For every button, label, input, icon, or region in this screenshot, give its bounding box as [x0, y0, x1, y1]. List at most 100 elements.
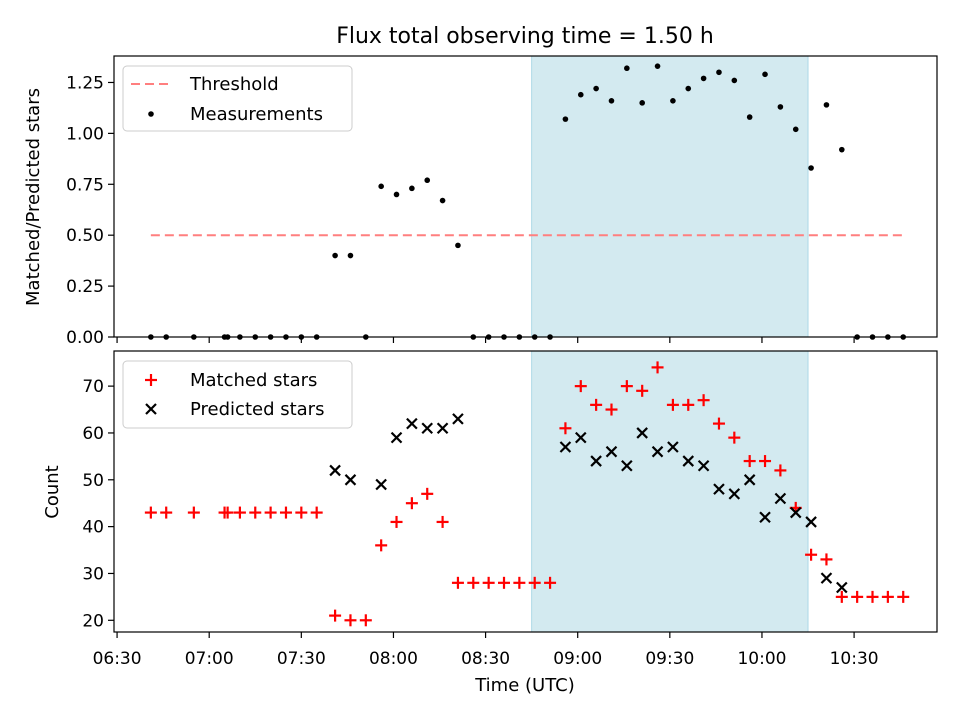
measurement-point [378, 183, 384, 190]
matched-star-point [866, 590, 879, 603]
legend-matched-swatch [145, 374, 157, 386]
measurement-point [439, 197, 446, 204]
matched-star-point [851, 590, 864, 603]
matched-star-point [728, 431, 741, 444]
top-y-axis-label: Matched/Predicted stars [23, 88, 44, 306]
measurement-point [746, 114, 753, 120]
predicted-star-point [406, 417, 418, 430]
matched-star-point [295, 506, 308, 519]
matched-star-point [421, 487, 434, 500]
measurement-point [577, 91, 584, 98]
measurement-point [808, 165, 814, 171]
matched-star-point [605, 403, 618, 416]
matched-star-point [467, 576, 480, 589]
measurement-point [424, 177, 431, 184]
matched-star-point [897, 590, 910, 603]
matched-star-point [666, 398, 679, 411]
y-tick-label: 20 [82, 611, 104, 631]
measurement-point [393, 191, 400, 198]
predicted-star-point [452, 413, 464, 425]
y-tick-label: 30 [82, 564, 104, 584]
y-tick-label: 70 [82, 377, 104, 397]
predicted-star-point [836, 581, 848, 594]
x-tick-label: 10:00 [737, 649, 786, 669]
measurement-point [593, 85, 599, 92]
matched-star-point [559, 422, 572, 435]
predicted-star-point [559, 441, 572, 453]
measurement-point [347, 252, 354, 259]
x-tick-label: 09:30 [645, 649, 694, 669]
predicted-star-point [820, 572, 833, 584]
y-tick-label: 0.50 [66, 226, 104, 246]
bottom-y-axis-label: Count [42, 465, 63, 518]
matched-star-point [682, 398, 695, 411]
predicted-star-point [805, 516, 817, 528]
measurement-point [839, 146, 845, 153]
bottom-legend: Matched stars Predicted stars [122, 360, 353, 429]
predicted-star-point [329, 464, 341, 477]
bottom-legend-box [122, 360, 353, 429]
top-panel: 0.00 0.25 0.50 0.75 1.00 1.25 Matched/Predict… [23, 55, 938, 348]
x-tick-label: 07:00 [185, 649, 234, 669]
y-tick-label: 1.00 [66, 124, 104, 144]
top-shaded-interval [531, 55, 809, 338]
matched-star-point [344, 614, 357, 627]
matched-star-point [697, 394, 710, 407]
bottom-shaded-interval [531, 350, 809, 633]
matched-star-point [498, 576, 511, 589]
predicted-star-point [759, 511, 771, 524]
bottom-x-axis: 06:30 07:00 07:30 08:00 08:30 09:00 09:30 10:00… [93, 632, 879, 669]
predicted-star-point [636, 427, 648, 439]
matched-star-point [405, 497, 418, 510]
predicted-star-point [667, 441, 679, 453]
legend-matched-label: Matched stars [190, 370, 317, 391]
measurement-point [685, 85, 692, 92]
top-x-ticks [116, 337, 855, 343]
measurement-point [731, 77, 738, 84]
y-tick-label: 0.75 [66, 175, 104, 195]
x-tick-label: 10:30 [830, 649, 879, 669]
measurement-point [762, 71, 768, 78]
measurement-point [777, 104, 784, 110]
matched-star-point [820, 553, 833, 566]
measurement-point [409, 185, 415, 192]
matched-star-point [774, 464, 787, 477]
predicted-star-point [789, 506, 802, 519]
matched-star-point [279, 506, 292, 519]
predicted-star-point [590, 455, 602, 467]
x-tick-label: 07:30 [277, 649, 326, 669]
measurement-point [455, 242, 461, 249]
predicted-star-point [774, 492, 787, 505]
matched-stars-points [144, 361, 910, 627]
matched-star-point [620, 380, 633, 393]
legend-measurements-swatch [148, 111, 154, 117]
predicted-star-point [651, 445, 664, 458]
matched-star-point [636, 384, 649, 397]
measurement-point [654, 63, 661, 69]
matched-star-point [144, 506, 157, 519]
measurement-point [562, 116, 569, 122]
x-tick-label: 08:00 [369, 649, 418, 669]
measurement-point [670, 97, 676, 104]
matched-star-point [264, 506, 277, 519]
measurement-point [332, 252, 338, 259]
predicted-star-point [421, 422, 434, 435]
x-tick-label: 06:30 [93, 649, 142, 669]
matched-star-point [544, 576, 557, 589]
predicted-star-point [682, 455, 695, 467]
y-tick-label: 0.25 [66, 277, 104, 297]
matched-star-point [436, 515, 449, 528]
matched-star-point [359, 614, 372, 627]
matched-star-point [329, 609, 342, 622]
matched-star-point [759, 455, 772, 468]
predicted-star-point [728, 488, 741, 500]
chart-title: Flux total observing time = 1.50 h [336, 24, 714, 49]
top-legend: Threshold Measurements [122, 65, 353, 132]
matched-star-point [310, 506, 323, 519]
matched-star-point [743, 455, 756, 468]
matched-star-point [805, 548, 818, 561]
measurement-point [624, 65, 630, 72]
y-tick-label: 40 [82, 518, 104, 538]
top-axes-frame [113, 55, 938, 338]
matched-star-point [482, 576, 495, 589]
